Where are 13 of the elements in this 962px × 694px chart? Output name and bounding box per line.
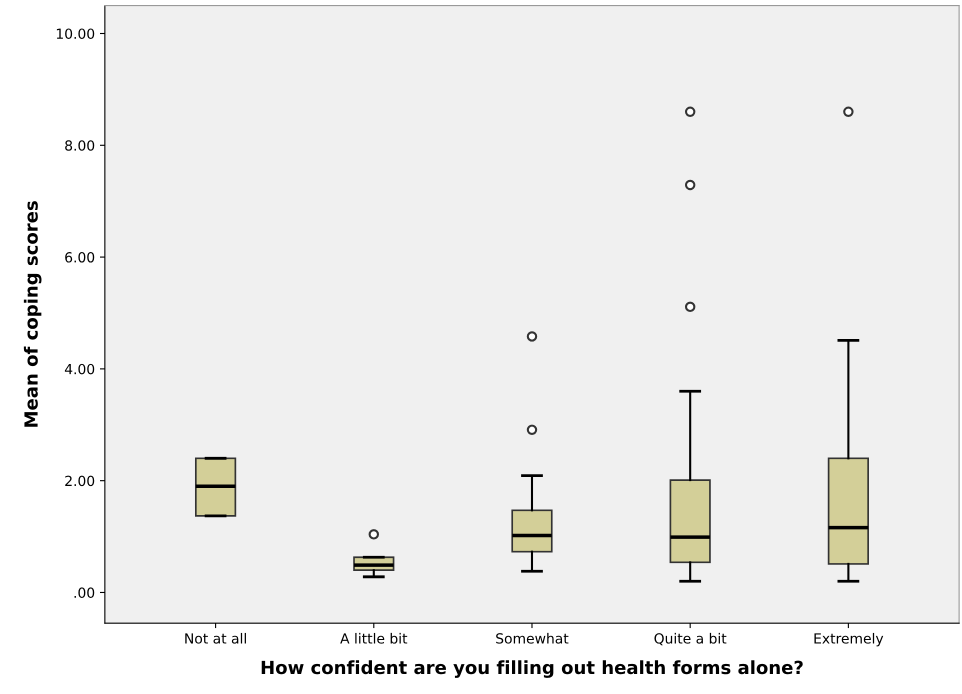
x-tick-label: Extremely <box>814 632 884 646</box>
x-tick-label: A little bit <box>340 632 408 644</box>
y-tick-label: 10.00 <box>56 28 94 39</box>
y-tick-label: 4.00 <box>64 364 94 374</box>
x-tick-label: Quite a bit <box>654 632 726 646</box>
x-tick-label: Somewhat <box>496 632 568 644</box>
y-tick-label: 6.00 <box>65 252 94 263</box>
y-tick-label: 2.00 <box>65 476 94 486</box>
y-tick-label: 8.00 <box>65 140 94 151</box>
x-tick-label: Not at all <box>185 632 246 644</box>
y-tick-label: .00 <box>74 587 94 598</box>
x-axis-title: How confident are you filling out health forms alone? <box>262 660 803 678</box>
y-axis-title: Mean of coping scores <box>24 201 42 427</box>
